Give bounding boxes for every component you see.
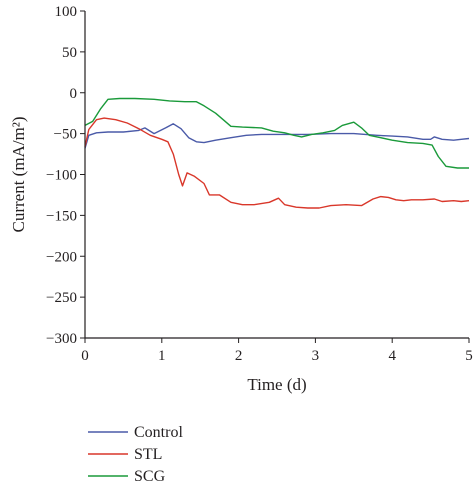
y-tick-label: 0 [70,86,78,102]
x-axis-ticks: 0 1 2 3 4 5 [81,338,473,364]
y-axis-label: Current (mA/m²) [9,116,28,232]
x-tick-label: 2 [235,348,243,364]
x-axis-label: Time (d) [247,375,306,394]
legend-label-stl: STL [134,446,162,463]
x-tick-label: 0 [81,348,89,364]
x-tick-label: 1 [158,348,166,364]
y-tick-label: −50 [54,127,77,143]
x-tick-label: 3 [312,348,320,364]
y-tick-label: −150 [46,208,77,224]
series-line-scg [84,97,469,169]
legend: Control STL SCG [88,424,183,485]
x-tick-label: 5 [465,348,473,364]
legend-label-control: Control [134,424,183,441]
y-tick-label: 50 [62,45,77,61]
series-lines [84,97,470,209]
y-tick-label: −100 [46,168,77,184]
series-line-stl [84,117,470,209]
y-axis-ticks: 100 50 0 −50 −100 −150 −200 −250 −300 [46,4,85,347]
x-tick-label: 4 [388,348,396,364]
legend-label-scg: SCG [134,468,166,485]
series-line-control [84,123,470,149]
y-tick-label: 100 [55,4,78,20]
axis-lines [84,11,469,339]
y-tick-label: −250 [46,290,77,306]
y-tick-label: −200 [46,249,77,265]
y-tick-label: −300 [46,331,77,347]
